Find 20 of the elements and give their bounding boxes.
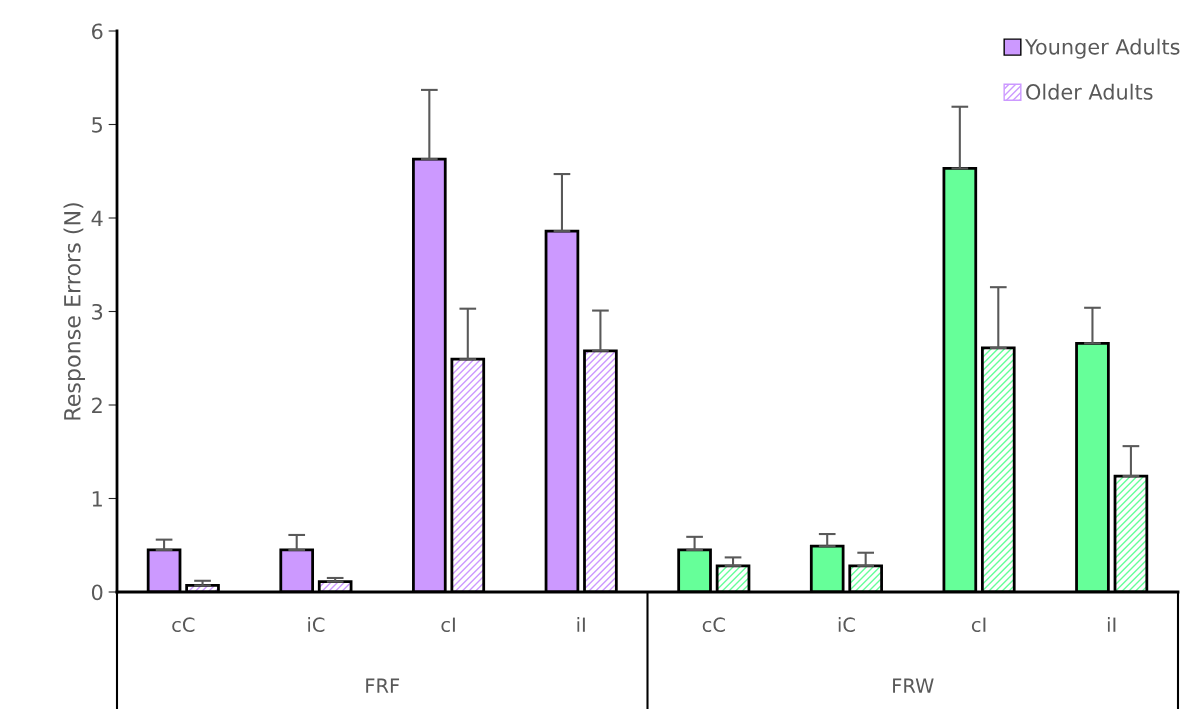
text: FRW	[893, 678, 934, 693]
x-tick-label: cI	[971, 617, 986, 633]
legend-label: Younger Adults	[1024, 38, 1180, 59]
x-tick-label: cI	[441, 617, 455, 633]
legend-label: Older Adults	[1026, 83, 1153, 100]
y-tick-label: 1	[92, 491, 102, 507]
y-tick-label: 5	[92, 117, 102, 133]
y-tick-label: 6	[92, 23, 103, 40]
x-tick-label: iI	[1107, 617, 1116, 632]
x-tick-label: cC	[702, 617, 725, 633]
y-tick-label: 0	[91, 584, 103, 601]
y-tick-label: 2	[92, 397, 102, 413]
x-tick-label: cC	[172, 617, 195, 633]
x-tick-label: iC	[838, 617, 855, 633]
x-tick-label: iI	[577, 617, 585, 632]
y-axis-title: Response Errors (N)	[63, 203, 85, 420]
y-tick-label: 4	[91, 210, 103, 226]
y-tick-label: 3	[92, 303, 103, 320]
x-tick-label: iC	[308, 617, 325, 633]
text: FRF	[366, 678, 400, 693]
